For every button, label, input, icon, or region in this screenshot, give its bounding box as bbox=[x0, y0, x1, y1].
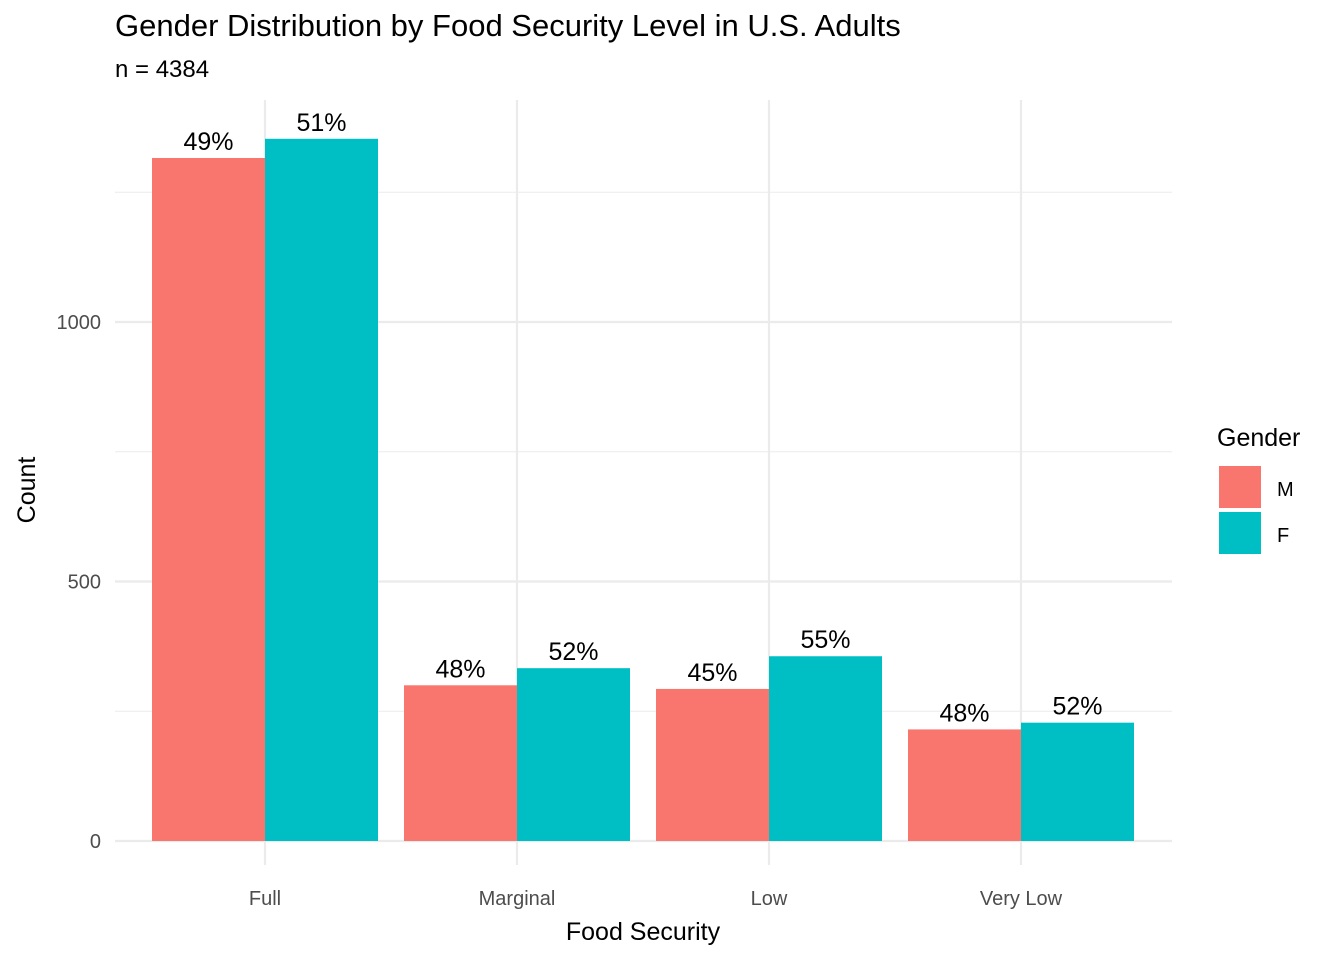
chart-title: Gender Distribution by Food Security Lev… bbox=[115, 8, 901, 43]
y-tick-label: 0 bbox=[90, 831, 101, 853]
legend-label-M: M bbox=[1277, 479, 1294, 501]
legend: Gender MF bbox=[1217, 424, 1300, 554]
data-label: 48% bbox=[435, 655, 485, 683]
legend-title: Gender bbox=[1217, 424, 1300, 452]
legend-key-F bbox=[1219, 512, 1261, 554]
x-tick-label: Full bbox=[249, 888, 281, 910]
bar-M-very-low bbox=[908, 729, 1021, 841]
y-tick-label: 500 bbox=[68, 572, 101, 594]
data-label: 51% bbox=[296, 109, 346, 137]
data-label: 55% bbox=[800, 626, 850, 654]
legend-label-F: F bbox=[1277, 525, 1289, 547]
bar-M-full bbox=[152, 157, 265, 842]
legend-key-M bbox=[1219, 466, 1261, 508]
y-tick-label: 1000 bbox=[57, 312, 102, 334]
y-axis-title: Count bbox=[13, 457, 41, 524]
data-label: 48% bbox=[939, 699, 989, 727]
chart-subtitle: n = 4384 bbox=[115, 56, 210, 83]
bar-F-low bbox=[769, 656, 882, 841]
bar-F-full bbox=[265, 138, 378, 842]
data-label: 52% bbox=[1052, 693, 1102, 721]
x-tick-label: Marginal bbox=[479, 888, 556, 910]
legend-items: MF bbox=[1219, 466, 1294, 554]
x-tick-label: Very Low bbox=[980, 888, 1063, 910]
bars bbox=[152, 138, 1134, 842]
data-labels: 49% 51% 48% 52% 45% 55% 48% 52% bbox=[183, 109, 1102, 728]
data-label: 45% bbox=[687, 659, 737, 687]
x-axis-title: Food Security bbox=[566, 918, 721, 946]
bar-M-low bbox=[656, 688, 769, 841]
data-label: 49% bbox=[183, 128, 233, 156]
bar-M-marginal bbox=[404, 685, 517, 841]
x-tick-label: Low bbox=[751, 888, 788, 910]
bar-F-very-low bbox=[1021, 722, 1134, 841]
bar-F-marginal bbox=[517, 668, 630, 841]
data-label: 52% bbox=[548, 638, 598, 666]
axis-ticks: 0 500 1000 Full Marginal Low Very Low bbox=[57, 312, 1063, 910]
